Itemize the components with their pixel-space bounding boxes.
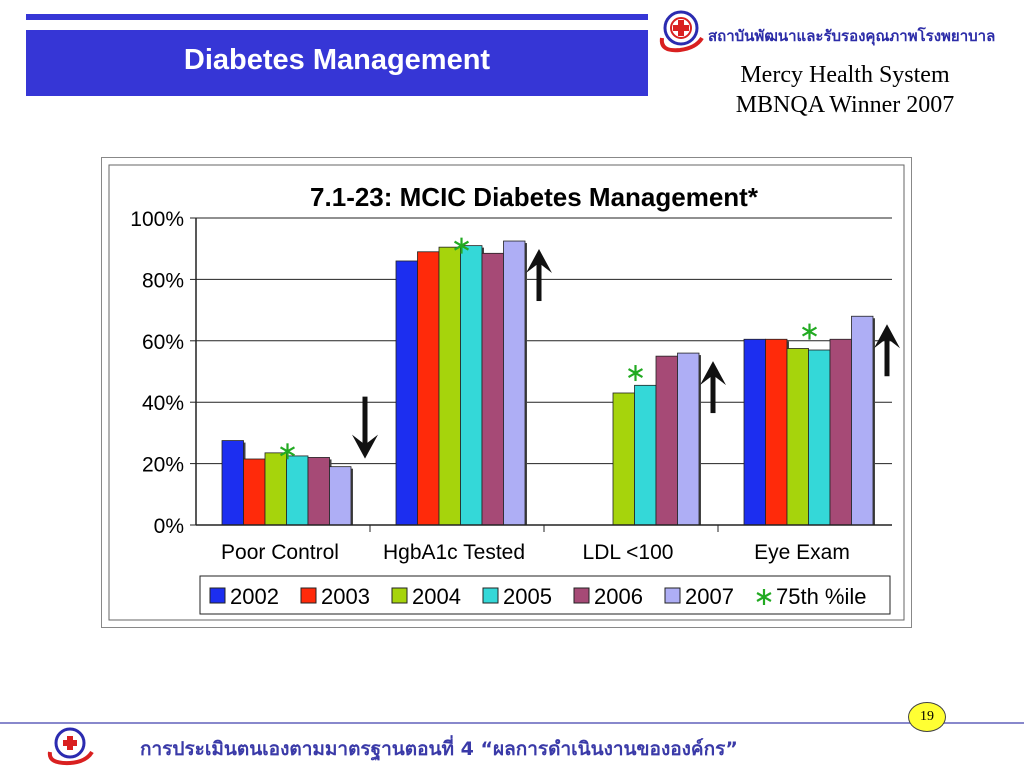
legend-item: 2005 [482,584,552,609]
x-category-label: HgbA1c Tested [383,541,525,564]
y-tick-label: 60% [142,331,184,354]
page-number-badge: 19 [908,702,946,732]
benchmark-legend-icon [756,589,772,605]
title-bar: Diabetes Management [26,30,648,96]
benchmark-marker [801,323,818,340]
legend-item: 2007 [664,584,734,609]
bar [438,246,461,526]
legend-label: 2004 [412,584,461,609]
bar [286,455,309,526]
y-tick-label: 40% [142,392,184,415]
legend-label: 2007 [685,584,734,609]
bar [786,348,809,526]
arrow-up-icon [700,361,726,414]
diabetes-bar-chart: 7.1-23: MCIC Diabetes Management* 0% 20% 4… [108,164,905,621]
arrow-down-icon [352,396,378,459]
org-name: Mercy Health System [740,62,950,88]
arrow-up-icon [526,249,552,302]
header-top-rule [26,14,648,20]
bar [677,352,700,526]
legend-item: 2002 [209,584,279,609]
legend-label: 2003 [321,584,370,609]
chart-title: 7.1-23: MCIC Diabetes Management* [310,182,759,212]
bar [655,355,678,526]
legend-item: 2006 [573,584,643,609]
legend-swatch [300,587,317,604]
legend-item: 75th %ile [756,584,867,609]
bar [243,458,266,526]
bar [765,338,788,526]
bar [460,245,483,526]
benchmark-marker [279,443,296,460]
footer-rule [0,722,1024,724]
benchmark-marker [453,237,470,254]
legend-label: 75th %ile [776,584,867,609]
legend-label: 2006 [594,584,643,609]
legend-swatch [391,587,408,604]
org-name-thai: สถาบันพัฒนาและรับรองคุณภาพโรงพยาบาล [708,27,996,45]
org-award: MBNQA Winner 2007 [735,92,955,118]
bar [307,457,330,526]
y-tick-label: 0% [154,515,184,538]
legend-item: 2003 [300,584,370,609]
footer-logo-icon [47,727,94,766]
bar [481,252,504,526]
org-logo-icon [659,10,704,53]
bar [221,440,244,526]
x-category-label: Eye Exam [754,541,850,564]
y-tick-label: 80% [142,269,184,292]
x-category-label: Poor Control [221,541,339,564]
y-tick-label: 100% [130,208,184,231]
bar [743,338,766,526]
x-category-label: LDL <100 [583,541,674,564]
y-tick-label: 20% [142,454,184,477]
bar [395,260,418,526]
arrow-up-icon [874,324,900,377]
bar [503,240,526,526]
legend-swatch [664,587,681,604]
bar [808,349,831,526]
legend-swatch [209,587,226,604]
legend-swatch [482,587,499,604]
legend-item: 2004 [391,584,461,609]
slide-title: Diabetes Management [183,44,491,76]
legend-swatch [573,587,590,604]
bar [264,452,287,526]
footer-text: การประเมินตนเองตามมาตรฐานตอนที่ 4 “ผลการ… [140,738,738,760]
bar [417,251,440,526]
page-number: 19 [920,709,934,724]
benchmark-marker [627,365,644,382]
bar [329,466,352,526]
bar [851,315,874,526]
bar [612,392,635,526]
bar [829,338,852,526]
bar [634,384,657,526]
legend-label: 2005 [503,584,552,609]
legend-label: 2002 [230,584,279,609]
chart-frame: 7.1-23: MCIC Diabetes Management* 0% 20% 4… [101,157,912,628]
